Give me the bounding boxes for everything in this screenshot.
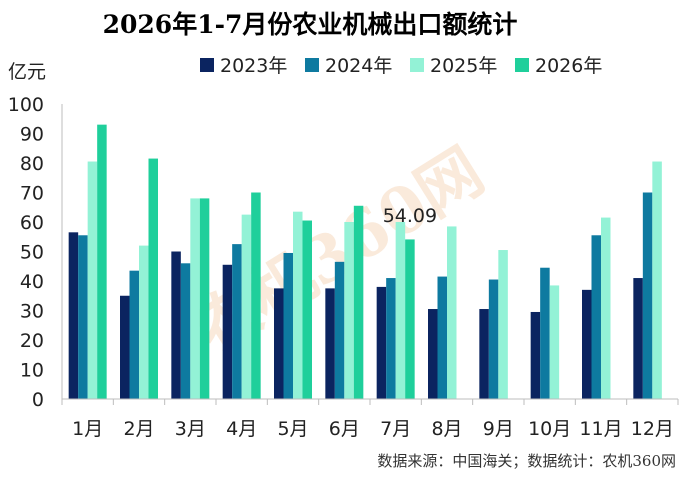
bar xyxy=(68,232,79,399)
y-tick-label: 40 xyxy=(20,271,44,293)
bar xyxy=(139,245,149,399)
x-tick-label: 12月 xyxy=(631,418,674,440)
y-axis-label: 亿元 xyxy=(8,61,46,83)
x-tick-label: 11月 xyxy=(579,418,622,440)
x-tick-label: 10月 xyxy=(528,418,571,440)
bar xyxy=(376,286,387,399)
bar xyxy=(78,235,88,399)
bar xyxy=(302,220,312,399)
x-tick-label: 6月 xyxy=(329,418,360,440)
series-4 xyxy=(97,124,415,400)
y-tick-label: 0 xyxy=(32,389,44,411)
bar xyxy=(344,222,354,399)
y-tick-label: 70 xyxy=(20,183,44,205)
bar xyxy=(652,161,662,399)
data-label: 54.09 xyxy=(383,205,437,227)
bar xyxy=(180,263,191,399)
y-tick-label: 10 xyxy=(20,360,44,382)
bar xyxy=(251,192,261,399)
legend-label: 2026年 xyxy=(535,55,602,77)
series-1 xyxy=(68,232,643,399)
legend-label: 2025年 xyxy=(430,55,497,77)
bar xyxy=(582,289,592,399)
bar xyxy=(428,309,438,399)
y-axis: 0 10 20 30 40 50 60 70 80 90 100 xyxy=(8,94,63,411)
bar xyxy=(395,222,406,399)
y-tick-label: 90 xyxy=(20,124,44,146)
y-tick-label: 80 xyxy=(20,153,44,175)
annotations: 54.09 xyxy=(383,205,437,227)
y-tick-label: 100 xyxy=(8,94,44,116)
series-3 xyxy=(87,161,662,399)
bar xyxy=(479,309,489,399)
bar xyxy=(87,161,98,399)
bar xyxy=(129,270,139,399)
bar xyxy=(601,217,611,399)
bar xyxy=(293,211,303,399)
bar xyxy=(148,158,158,399)
bar xyxy=(171,251,181,399)
legend-swatch xyxy=(515,58,529,72)
x-tick-label: 9月 xyxy=(483,418,514,440)
x-tick-label: 4月 xyxy=(226,418,257,440)
y-tick-label: 20 xyxy=(20,330,44,352)
y-tick-label: 30 xyxy=(20,301,44,323)
legend-item: 2023年 xyxy=(200,55,287,77)
bar xyxy=(549,285,560,399)
bar xyxy=(232,244,242,399)
legend-swatch xyxy=(200,58,214,72)
legend-label: 2023年 xyxy=(220,55,287,77)
legend-item: 2025年 xyxy=(410,55,497,77)
x-tick-label: 2月 xyxy=(123,418,154,440)
x-tick-label: 8月 xyxy=(431,418,462,440)
bar xyxy=(530,311,541,399)
x-axis: 1月 2月 3月 4月 5月 6月 7月 8月 9月 10月 11月 12月 xyxy=(61,398,679,440)
legend-item: 2024年 xyxy=(305,55,392,77)
bar xyxy=(353,205,364,399)
legend-item: 2026年 xyxy=(515,55,602,77)
source-note: 数据来源：中国海关；数据统计：农机360网 xyxy=(377,452,676,470)
bar xyxy=(540,267,550,399)
bar xyxy=(498,250,508,399)
bar xyxy=(120,295,130,399)
bars xyxy=(68,124,662,400)
x-tick-label: 5月 xyxy=(277,418,308,440)
bar xyxy=(190,198,200,399)
bar xyxy=(633,278,643,399)
legend-label: 2024年 xyxy=(325,55,392,77)
bar xyxy=(405,239,415,399)
bar xyxy=(222,264,233,399)
bar xyxy=(437,276,447,399)
bar xyxy=(386,278,396,399)
x-tick-label: 1月 xyxy=(72,418,103,440)
bar xyxy=(97,124,107,400)
series-2 xyxy=(78,192,653,399)
legend: 2023年 2024年 2025年 2026年 xyxy=(200,55,602,77)
legend-swatch xyxy=(305,58,319,72)
bar xyxy=(334,261,345,399)
y-tick-label: 60 xyxy=(20,212,44,234)
chart-title: 2026年1-7月份农业机械出口额统计 xyxy=(103,10,518,39)
bar xyxy=(199,198,210,399)
bar xyxy=(241,214,252,399)
bar xyxy=(488,279,499,399)
x-tick-label: 7月 xyxy=(380,418,411,440)
bar xyxy=(591,235,601,399)
bar xyxy=(325,288,335,399)
y-tick-label: 50 xyxy=(20,242,44,264)
bar xyxy=(283,252,293,399)
x-tick-label: 3月 xyxy=(175,418,206,440)
bar xyxy=(274,288,284,399)
bar xyxy=(447,226,457,399)
legend-swatch xyxy=(410,58,424,72)
bar xyxy=(642,192,653,399)
